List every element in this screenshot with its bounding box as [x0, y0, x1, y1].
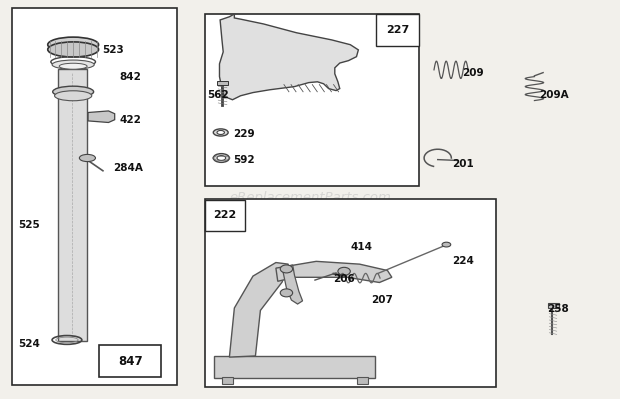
Text: 209A: 209A: [539, 90, 569, 100]
Polygon shape: [282, 265, 303, 304]
Polygon shape: [219, 14, 358, 100]
Text: 206: 206: [333, 274, 355, 284]
Bar: [205, 14, 418, 186]
Text: 222: 222: [213, 210, 236, 221]
Text: 229: 229: [233, 128, 255, 139]
Text: 847: 847: [118, 355, 143, 367]
Circle shape: [338, 267, 350, 275]
Ellipse shape: [48, 37, 99, 52]
Text: 523: 523: [102, 45, 124, 55]
Bar: [205, 200, 496, 387]
Text: 201: 201: [453, 158, 474, 169]
Text: 258: 258: [547, 304, 569, 314]
Text: 422: 422: [120, 115, 141, 126]
Bar: [376, 14, 418, 46]
Text: 209: 209: [462, 67, 484, 78]
Bar: [357, 377, 368, 384]
Bar: [214, 356, 375, 378]
Bar: [58, 69, 87, 341]
Polygon shape: [229, 263, 288, 357]
Ellipse shape: [213, 154, 229, 162]
Ellipse shape: [213, 129, 228, 136]
Text: 414: 414: [350, 242, 372, 253]
Bar: [222, 377, 233, 384]
Text: eReplacementParts.com: eReplacementParts.com: [229, 191, 391, 204]
Ellipse shape: [217, 130, 224, 134]
Circle shape: [280, 265, 293, 273]
Bar: [548, 303, 559, 308]
Text: 284A: 284A: [113, 163, 143, 174]
Bar: [12, 8, 177, 385]
Ellipse shape: [55, 91, 92, 101]
Ellipse shape: [79, 154, 95, 162]
Ellipse shape: [442, 242, 451, 247]
Ellipse shape: [217, 156, 226, 160]
Text: 524: 524: [19, 339, 40, 349]
Ellipse shape: [59, 63, 87, 69]
Text: 842: 842: [120, 71, 141, 82]
Ellipse shape: [52, 60, 94, 69]
Bar: [217, 81, 228, 85]
Text: 525: 525: [19, 220, 40, 231]
Text: 592: 592: [233, 154, 255, 165]
Text: 562: 562: [207, 90, 229, 100]
Text: 227: 227: [386, 25, 409, 35]
Text: 207: 207: [371, 295, 392, 305]
Polygon shape: [88, 111, 115, 122]
Polygon shape: [276, 261, 392, 282]
Ellipse shape: [53, 86, 94, 97]
Bar: [99, 345, 161, 377]
Text: 224: 224: [453, 256, 474, 267]
Bar: [205, 200, 245, 231]
Circle shape: [280, 289, 293, 297]
Ellipse shape: [48, 42, 99, 57]
